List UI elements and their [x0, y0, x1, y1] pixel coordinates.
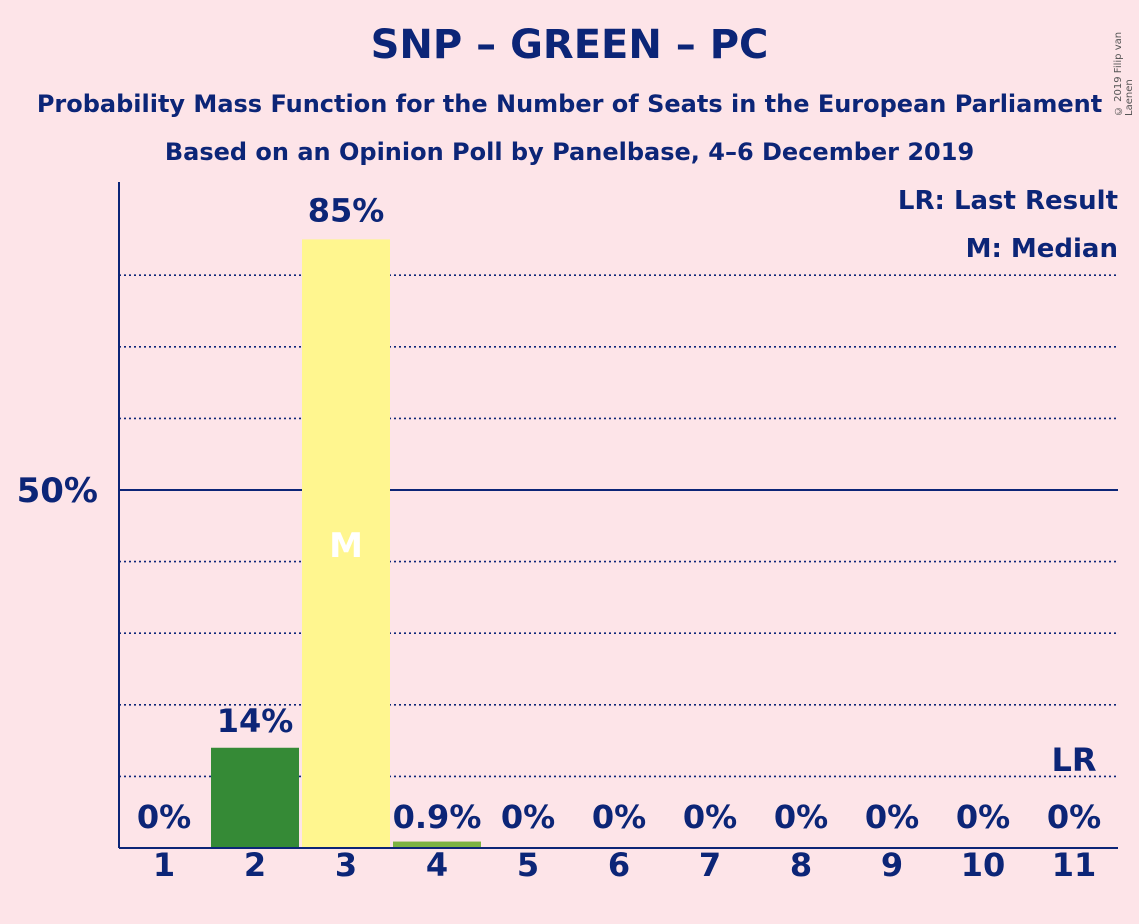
data-label: 0% [956, 798, 1010, 836]
x-tick-label: 8 [790, 846, 812, 884]
x-tick-label: 3 [335, 846, 357, 884]
bar-seat-3 [302, 239, 390, 848]
x-tick-label: 5 [517, 846, 539, 884]
legend-median: M: Median [966, 234, 1118, 264]
x-tick-label: 1 [153, 846, 175, 884]
x-tick-label: 2 [244, 846, 266, 884]
bar-seat-4 [393, 841, 481, 848]
x-tick-label: 7 [699, 846, 721, 884]
x-tick-label: 4 [426, 846, 448, 884]
x-tick-label: 6 [608, 846, 630, 884]
x-tick-label: 9 [881, 846, 903, 884]
chart-source: Based on an Opinion Poll by Panelbase, 4… [164, 138, 975, 166]
data-label: 0% [137, 798, 191, 836]
data-label: 85% [308, 191, 385, 229]
data-label: 0.9% [393, 798, 482, 836]
chart-title: SNP – GREEN – PC [370, 22, 769, 68]
data-label: 0% [865, 798, 919, 836]
data-label: 0% [774, 798, 828, 836]
y-tick-label: 50% [17, 471, 98, 511]
data-label: 0% [1047, 798, 1101, 836]
bar-seat-2 [211, 747, 299, 848]
last-result-marker: LR [1051, 741, 1096, 779]
legend-last-result: LR: Last Result [898, 186, 1118, 216]
x-tick-label: 11 [1052, 846, 1097, 884]
data-label: 14% [217, 702, 294, 740]
data-label: 0% [592, 798, 646, 836]
median-marker: M [329, 526, 363, 566]
chart-subtitle: Probability Mass Function for the Number… [36, 90, 1103, 118]
x-tick-label: 10 [961, 846, 1006, 884]
data-label: 0% [683, 798, 737, 836]
data-label: 0% [501, 798, 555, 836]
